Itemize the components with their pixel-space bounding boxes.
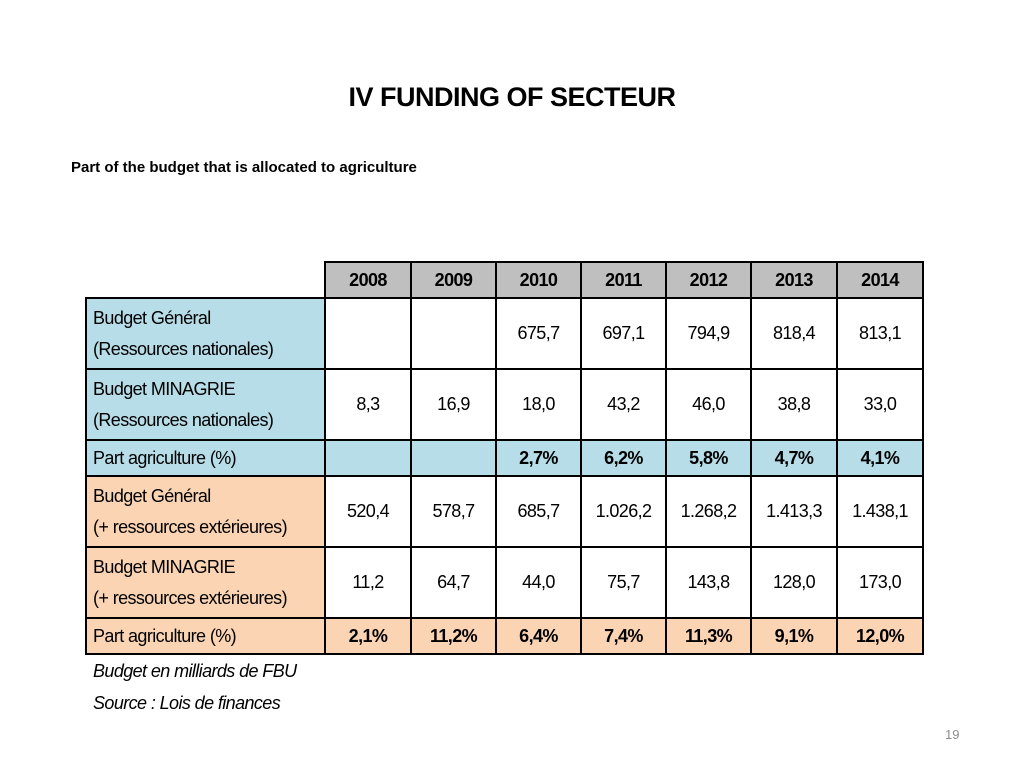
value-cell: 44,0 bbox=[495, 546, 582, 619]
source-note: Source : Lois de finances bbox=[93, 693, 281, 713]
value-cell: 697,1 bbox=[580, 297, 667, 370]
year-header: 2010 bbox=[495, 261, 582, 299]
value-cell: 143,8 bbox=[665, 546, 752, 619]
header-row: 2008 2009 2010 2011 2012 2013 2014 bbox=[86, 261, 924, 299]
row-label-line: Budget Général bbox=[93, 307, 211, 328]
row-label-line: Part agriculture (%) bbox=[93, 447, 237, 468]
value-cell: 6,2% bbox=[580, 439, 667, 477]
value-cell: 75,7 bbox=[580, 546, 667, 619]
year-header: 2013 bbox=[750, 261, 838, 299]
value-cell: 11,2 bbox=[324, 546, 412, 619]
value-cell: 4,7% bbox=[750, 439, 838, 477]
value-cell: 16,9 bbox=[410, 368, 497, 441]
table-row: Budget MINAGRIE (+ ressources extérieures… bbox=[85, 546, 924, 619]
value-cell bbox=[324, 439, 412, 477]
value-cell: 1.438,1 bbox=[836, 475, 924, 548]
table-row: Budget Général (Ressources nationales) 675… bbox=[85, 297, 924, 370]
value-cell: 8,3 bbox=[324, 368, 412, 441]
row-label: Budget Général (Ressources nationales) bbox=[85, 297, 326, 370]
row-label-line: (+ ressources extérieures) bbox=[93, 587, 288, 608]
row-label-line: Budget MINAGRIE bbox=[93, 378, 236, 399]
value-cell: 6,4% bbox=[495, 617, 582, 655]
table-row: Part agriculture (%) 2,7% 6,2% 5,8% 4,7% 4,1% bbox=[85, 439, 924, 477]
year-header: 2012 bbox=[665, 261, 752, 299]
value-cell bbox=[410, 297, 497, 370]
value-cell bbox=[410, 439, 497, 477]
slide-subtitle: Part of the budget that is allocated to … bbox=[71, 159, 417, 176]
corner-cell bbox=[86, 262, 326, 299]
value-cell: 43,2 bbox=[580, 368, 667, 441]
value-cell: 46,0 bbox=[665, 368, 752, 441]
row-label-line: (Ressources nationales) bbox=[93, 338, 274, 359]
value-cell: 2,1% bbox=[324, 617, 412, 655]
unit-note: Budget en milliards de FBU bbox=[93, 661, 297, 681]
value-cell: 12,0% bbox=[836, 617, 924, 655]
value-cell: 4,1% bbox=[836, 439, 924, 477]
value-cell: 685,7 bbox=[495, 475, 582, 548]
value-cell: 2,7% bbox=[495, 439, 582, 477]
row-label: Budget MINAGRIE (Ressources nationales) bbox=[85, 368, 326, 441]
value-cell: 11,3% bbox=[665, 617, 752, 655]
row-label-line: Budget MINAGRIE bbox=[93, 556, 236, 577]
value-cell: 675,7 bbox=[495, 297, 582, 370]
value-cell: 9,1% bbox=[750, 617, 838, 655]
slide-title: IV FUNDING OF SECTEUR bbox=[348, 82, 676, 112]
value-cell: 1.026,2 bbox=[580, 475, 667, 548]
page-number: 19 bbox=[945, 727, 960, 742]
value-cell: 128,0 bbox=[750, 546, 838, 619]
row-label-line: (Ressources nationales) bbox=[93, 409, 274, 430]
row-label-line: (+ ressources extérieures) bbox=[93, 516, 288, 537]
value-cell: 11,2% bbox=[410, 617, 497, 655]
value-cell: 1.413,3 bbox=[750, 475, 838, 548]
value-cell: 38,8 bbox=[750, 368, 838, 441]
year-header: 2014 bbox=[836, 261, 924, 299]
row-label: Part agriculture (%) bbox=[85, 617, 326, 655]
value-cell: 5,8% bbox=[665, 439, 752, 477]
table-row: Budget Général (+ ressources extérieures)… bbox=[85, 475, 924, 548]
value-cell: 794,9 bbox=[665, 297, 752, 370]
year-header: 2009 bbox=[410, 261, 497, 299]
row-label: Part agriculture (%) bbox=[85, 439, 326, 477]
year-header: 2011 bbox=[580, 261, 667, 299]
row-label-line: Part agriculture (%) bbox=[93, 625, 237, 646]
table-row: Part agriculture (%) 2,1% 11,2% 6,4% 7,4% 11,… bbox=[85, 617, 924, 655]
value-cell: 33,0 bbox=[836, 368, 924, 441]
value-cell: 1.268,2 bbox=[665, 475, 752, 548]
value-cell: 813,1 bbox=[836, 297, 924, 370]
budget-table: 2008 2009 2010 2011 2012 2013 2014 Budget Géné… bbox=[85, 261, 924, 655]
row-label: Budget Général (+ ressources extérieures) bbox=[85, 475, 326, 548]
value-cell: 520,4 bbox=[324, 475, 412, 548]
year-header: 2008 bbox=[324, 261, 412, 299]
value-cell: 7,4% bbox=[580, 617, 667, 655]
value-cell: 818,4 bbox=[750, 297, 838, 370]
table-row: Budget MINAGRIE (Ressources nationales) 8,… bbox=[85, 368, 924, 441]
row-label: Budget MINAGRIE (+ ressources extérieures… bbox=[85, 546, 326, 619]
value-cell: 173,0 bbox=[836, 546, 924, 619]
value-cell bbox=[324, 297, 412, 370]
row-label-line: Budget Général bbox=[93, 485, 211, 506]
value-cell: 64,7 bbox=[410, 546, 497, 619]
value-cell: 18,0 bbox=[495, 368, 582, 441]
value-cell: 578,7 bbox=[410, 475, 497, 548]
